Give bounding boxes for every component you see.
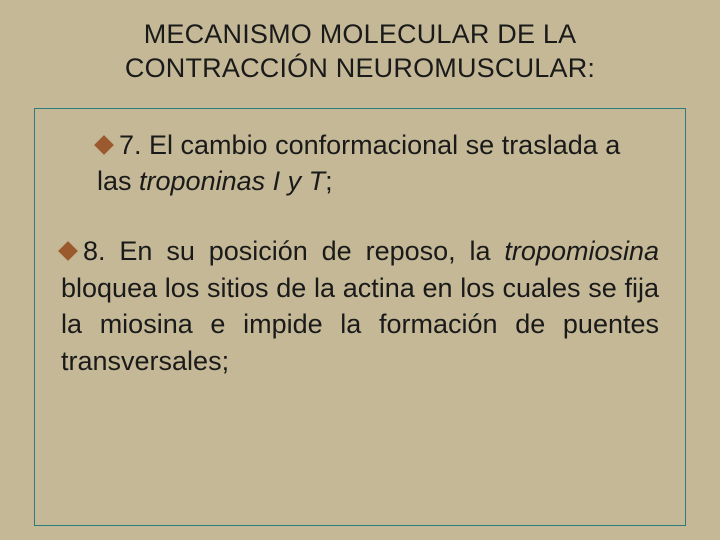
title-line-2: CONTRACCIÓN NEUROMUSCULAR:: [125, 53, 595, 83]
item-prefix: 8.: [83, 236, 119, 266]
list-item: 7. El cambio conformacional se traslada …: [61, 127, 659, 200]
title-line-1: MECANISMO MOLECULAR DE LA: [144, 19, 577, 49]
slide-title: MECANISMO MOLECULAR DE LA CONTRACCIÓN NE…: [48, 18, 672, 86]
content-box: 7. El cambio conformacional se traslada …: [34, 108, 686, 526]
item-prefix: 7.: [119, 130, 149, 160]
item-text-a: En su posición de reposo, la: [119, 236, 504, 266]
diamond-bullet-icon: [58, 241, 78, 261]
list-item: 8. En su posición de reposo, la tropomio…: [61, 233, 659, 379]
slide: MECANISMO MOLECULAR DE LA CONTRACCIÓN NE…: [0, 0, 720, 540]
item-text-b: bloquea los sitios de la actina en los c…: [61, 273, 659, 376]
item-italic: troponinas I y T: [139, 166, 325, 196]
item-italic: tropomiosina: [504, 236, 659, 266]
diamond-bullet-icon: [94, 135, 114, 155]
item-text-b: ;: [325, 166, 333, 196]
